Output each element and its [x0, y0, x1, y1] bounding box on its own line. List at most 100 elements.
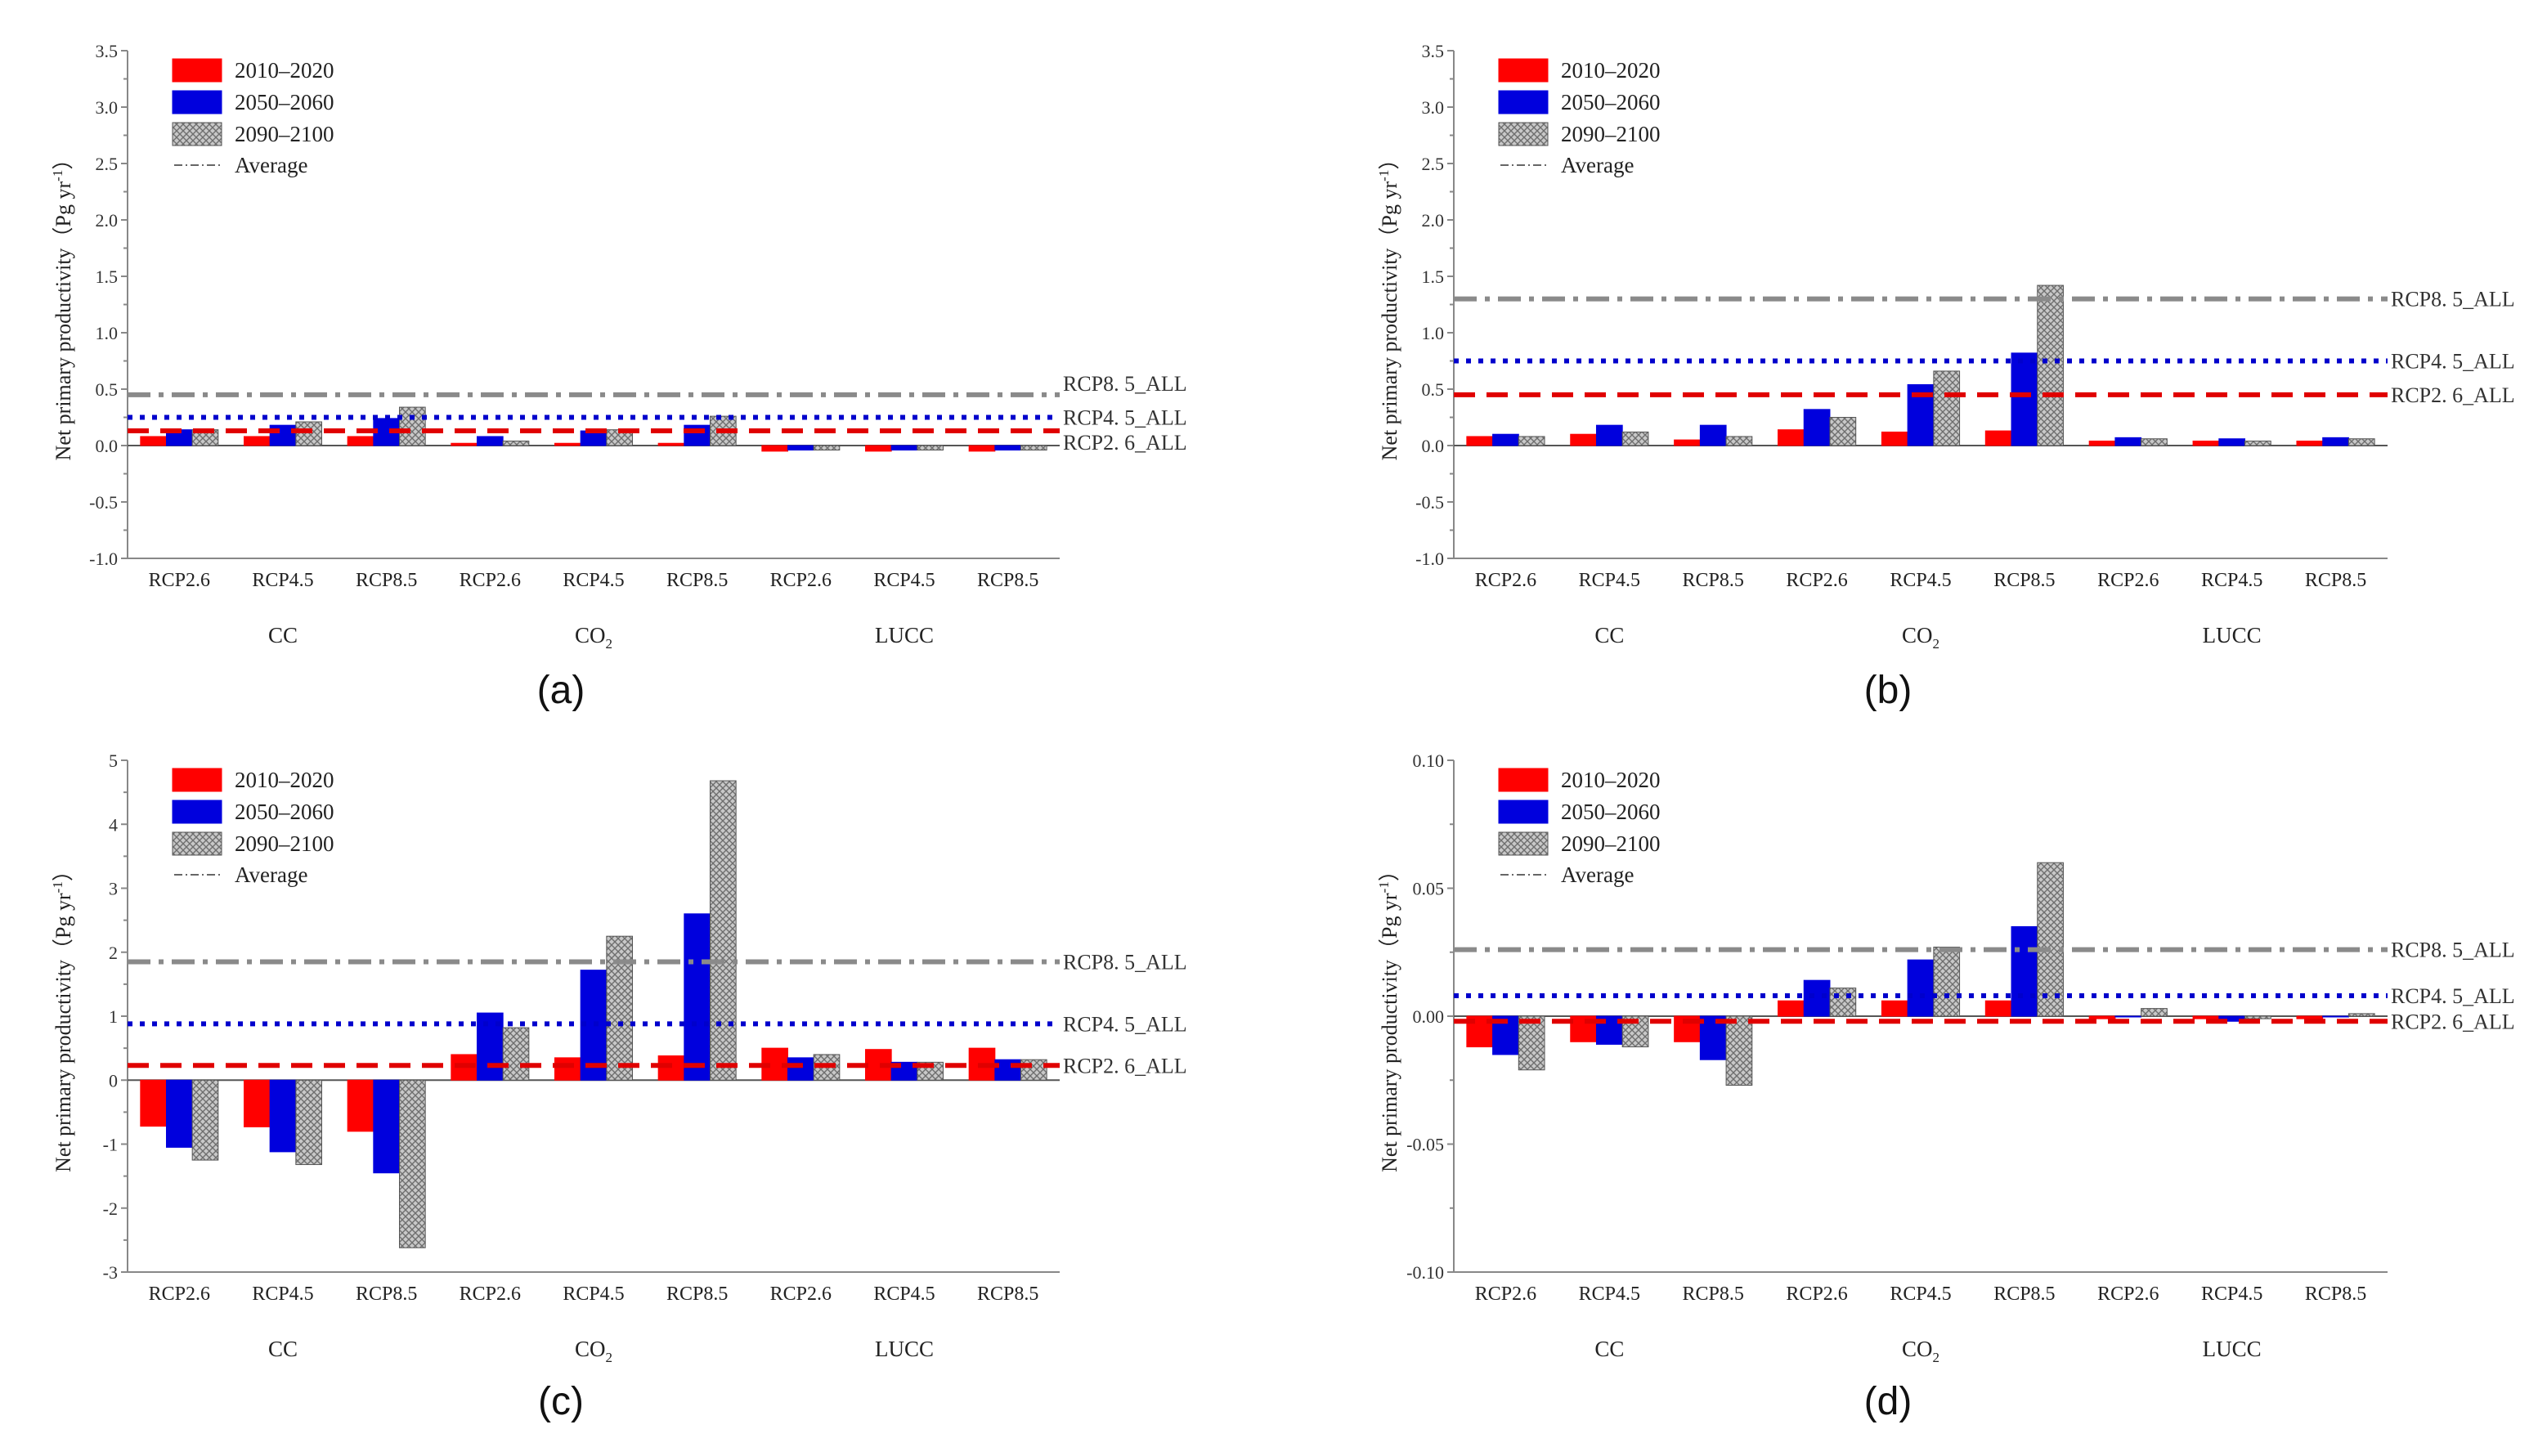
panel-label: (b) — [1864, 669, 1912, 712]
legend-label: 2050–2060 — [1561, 800, 1661, 824]
bar-1-1-6 — [2114, 437, 2142, 446]
x-tick-label: RCP4.5 — [1890, 570, 1951, 591]
legend-label: 2090–2100 — [235, 122, 334, 146]
x-tick-label: RCP8.5 — [2305, 1284, 2366, 1305]
bar-0-2-1 — [295, 421, 323, 446]
group-label-subscript: 2 — [606, 1350, 613, 1365]
x-tick-label: RCP4.5 — [873, 1284, 935, 1305]
y-tick-label: 3.0 — [1422, 97, 1445, 118]
y-tick-label: 0.00 — [1413, 1006, 1445, 1027]
legend-label: 2050–2060 — [235, 800, 334, 824]
bar-2-0-5 — [657, 1055, 685, 1081]
bar-3-1-8 — [2322, 1015, 2349, 1018]
y-tick-label: 3 — [109, 879, 118, 899]
x-tick-label: RCP2.6 — [460, 1284, 521, 1305]
average-label: RCP8. 5_ALL — [1063, 950, 1187, 974]
group-label-text: CC — [268, 1337, 298, 1361]
bar-1-1-0 — [1492, 433, 1519, 446]
average-label: RCP2. 6_ALL — [1063, 1054, 1187, 1077]
y-tick-label: 5 — [109, 750, 118, 771]
x-tick-label: RCP2.6 — [1475, 570, 1536, 591]
legend-label: 2010–2020 — [1561, 58, 1661, 83]
chart-panel-2: 5 4 3 2 1 0 -1 -2 -3 RCP2.6 RCP4.5 RCP8.5 RCP2.6 RCP4… — [50, 750, 1187, 1423]
y-tick-label: 1.5 — [96, 267, 119, 287]
y-tick-label: -0.05 — [1406, 1135, 1444, 1155]
y-tick-label: 1.5 — [1422, 267, 1445, 287]
group-label-subscript: 2 — [1933, 1350, 1940, 1365]
group-label-2: LUCC — [875, 1337, 934, 1361]
group-label-text: CO — [1902, 623, 1933, 647]
bar-3-2-2 — [1725, 1015, 1753, 1086]
bar-1-0-7 — [2192, 440, 2220, 446]
legend-average-label: Average — [1561, 153, 1634, 177]
bar-0-1-3 — [477, 436, 504, 446]
group-label-2: LUCC — [875, 623, 934, 647]
legend-swatch-1 — [172, 800, 222, 824]
bar-1-0-5 — [1984, 430, 2012, 446]
bar-2-1-5 — [684, 913, 711, 1081]
group-label-text: CO — [575, 623, 606, 647]
bar-0-0-0 — [140, 436, 167, 446]
bar-2-2-5 — [710, 780, 737, 1081]
legend-swatch-1 — [172, 90, 222, 114]
x-tick-label: RCP4.5 — [563, 570, 624, 591]
y-axis-title-close: ） — [1378, 149, 1401, 170]
y-tick-label: 2.0 — [1422, 210, 1445, 231]
x-tick-label: RCP2.6 — [1786, 1284, 1847, 1305]
bar-0-0-3 — [451, 442, 478, 446]
y-tick-label: 0.5 — [1422, 379, 1445, 400]
bar-2-1-8 — [994, 1059, 1022, 1081]
y-tick-label: 3.5 — [96, 41, 119, 61]
y-tick-label: 2.5 — [96, 154, 119, 174]
panel-label: (c) — [538, 1380, 584, 1423]
group-label-2: LUCC — [2203, 623, 2262, 647]
y-tick-label: 1.0 — [1422, 323, 1445, 343]
bar-3-1-4 — [1907, 959, 1935, 1017]
legend-swatch-1 — [1498, 800, 1549, 824]
y-tick-label: 0.0 — [96, 436, 119, 456]
bar-0-0-8 — [968, 445, 996, 452]
bar-1-0-4 — [1881, 431, 1908, 446]
legend-label: 2090–2100 — [1561, 122, 1661, 146]
bar-1-0-3 — [1778, 429, 1805, 446]
bar-1-0-6 — [2088, 440, 2116, 446]
bar-0-2-7 — [917, 445, 944, 451]
x-tick-label: RCP8.5 — [1993, 1284, 2055, 1305]
x-tick-label: RCP2.6 — [2097, 1284, 2159, 1305]
bar-0-0-7 — [865, 445, 892, 452]
group-label-text: LUCC — [2203, 1337, 2262, 1361]
group-label-1: CO2 — [575, 623, 612, 652]
bar-3-0-7 — [2192, 1015, 2220, 1019]
bar-3-2-3 — [1829, 988, 1857, 1017]
average-label: RCP2. 6_ALL — [2391, 1010, 2515, 1033]
group-label-0: CC — [268, 1337, 298, 1361]
legend-label: 2050–2060 — [235, 90, 334, 114]
legend-label: 2090–2100 — [1561, 831, 1661, 856]
legend-swatch-2 — [1498, 831, 1549, 856]
y-axis-title: Net primary productivity（Pg yr-1） — [1376, 860, 1401, 1172]
group-label-subscript: 2 — [1933, 636, 1940, 652]
bar-1-2-6 — [2141, 438, 2168, 446]
y-tick-label: -0.10 — [1406, 1262, 1444, 1283]
bar-0-1-1 — [269, 424, 297, 446]
bar-3-2-5 — [2037, 862, 2064, 1017]
bar-2-2-0 — [191, 1079, 219, 1161]
y-tick-label: 3.5 — [1422, 41, 1445, 61]
bar-0-0-5 — [657, 442, 685, 446]
bar-2-2-2 — [399, 1079, 426, 1248]
legend-swatch-0 — [1498, 768, 1549, 792]
bar-1-1-7 — [2218, 438, 2246, 446]
average-label: RCP4. 5_ALL — [2391, 984, 2515, 1008]
bar-1-0-0 — [1466, 436, 1494, 446]
average-label: RCP8. 5_ALL — [2391, 939, 2515, 962]
bar-3-2-8 — [2347, 1013, 2375, 1017]
bar-3-2-7 — [2244, 1015, 2271, 1019]
legend-swatch-2 — [172, 831, 222, 856]
group-label-1: CO2 — [1902, 623, 1939, 652]
bar-3-1-3 — [1803, 979, 1831, 1017]
y-tick-label: 0.5 — [96, 379, 119, 400]
x-tick-label: RCP2.6 — [1475, 1284, 1536, 1305]
bar-1-2-0 — [1518, 436, 1545, 446]
bar-3-0-8 — [2296, 1015, 2324, 1019]
bar-1-2-5 — [2037, 284, 2064, 446]
